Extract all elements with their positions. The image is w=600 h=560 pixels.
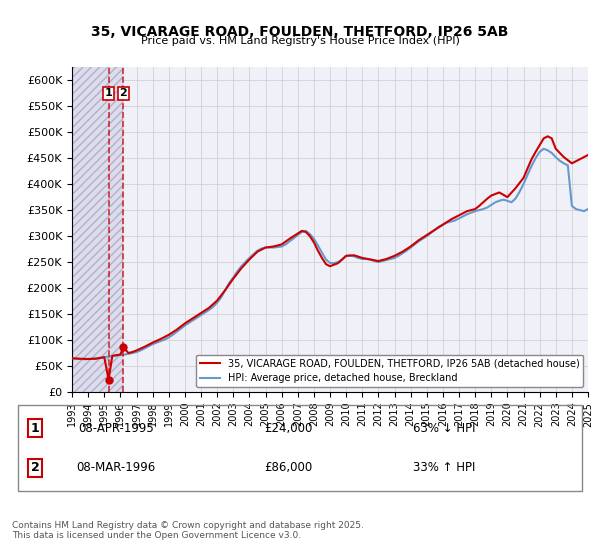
HPI: Average price, detached house, Breckland: (2.02e+03, 3.52e+05): Average price, detached house, Breckland… <box>479 206 487 212</box>
Text: 35, VICARAGE ROAD, FOULDEN, THETFORD, IP26 5AB: 35, VICARAGE ROAD, FOULDEN, THETFORD, IP… <box>91 25 509 39</box>
HPI: Average price, detached house, Breckland: (1.99e+03, 6.3e+04): Average price, detached house, Breckland… <box>80 356 88 363</box>
Bar <box>72 67 123 392</box>
35, VICARAGE ROAD, FOULDEN, THETFORD, IP26 5AB (detached house) <box>472 206 479 212</box>
Text: Price paid vs. HM Land Registry's House Price Index (HPI): Price paid vs. HM Land Registry's House … <box>140 36 460 46</box>
Text: 08-APR-1995: 08-APR-1995 <box>78 422 154 435</box>
Text: £86,000: £86,000 <box>265 461 313 474</box>
Text: 1: 1 <box>105 88 112 98</box>
Text: 1: 1 <box>31 422 40 435</box>
Text: 2: 2 <box>31 461 40 474</box>
35, VICARAGE ROAD, FOULDEN, THETFORD, IP26 5AB (detached house) <box>197 310 205 316</box>
35, VICARAGE ROAD, FOULDEN, THETFORD, IP26 5AB (detached house) <box>105 376 112 383</box>
Text: 33% ↑ HPI: 33% ↑ HPI <box>413 461 475 474</box>
Legend: 35, VICARAGE ROAD, FOULDEN, THETFORD, IP26 5AB (detached house), HPI: Average pr: 35, VICARAGE ROAD, FOULDEN, THETFORD, IP… <box>196 354 583 387</box>
35, VICARAGE ROAD, FOULDEN, THETFORD, IP26 5AB (detached house) <box>68 355 76 362</box>
Text: 2: 2 <box>119 88 127 98</box>
Text: 08-MAR-1996: 08-MAR-1996 <box>76 461 155 474</box>
35, VICARAGE ROAD, FOULDEN, THETFORD, IP26 5AB (detached house) <box>375 258 382 264</box>
Line: HPI: Average price, detached house, Breckland: HPI: Average price, detached house, Brec… <box>72 149 588 360</box>
HPI: Average price, detached house, Breckland: (1.99e+03, 6.6e+04): Average price, detached house, Breckland… <box>97 354 104 361</box>
35, VICARAGE ROAD, FOULDEN, THETFORD, IP26 5AB (detached house) <box>298 227 305 234</box>
35, VICARAGE ROAD, FOULDEN, THETFORD, IP26 5AB (detached house) <box>584 152 592 158</box>
HPI: Average price, detached house, Breckland: (2.01e+03, 2.52e+05): Average price, detached house, Breckland… <box>379 258 386 264</box>
35, VICARAGE ROAD, FOULDEN, THETFORD, IP26 5AB (detached house) <box>544 133 551 139</box>
Text: Contains HM Land Registry data © Crown copyright and database right 2025.
This d: Contains HM Land Registry data © Crown c… <box>12 521 364 540</box>
HPI: Average price, detached house, Breckland: (2.01e+03, 2.62e+05): Average price, detached house, Breckland… <box>343 253 350 259</box>
35, VICARAGE ROAD, FOULDEN, THETFORD, IP26 5AB (detached house) <box>294 230 301 237</box>
Text: £24,000: £24,000 <box>264 422 313 435</box>
Line: 35, VICARAGE ROAD, FOULDEN, THETFORD, IP26 5AB (detached house): 35, VICARAGE ROAD, FOULDEN, THETFORD, IP… <box>72 136 588 380</box>
HPI: Average price, detached house, Breckland: (1.99e+03, 6.5e+04): Average price, detached house, Breckland… <box>68 355 76 362</box>
Bar <box>72 67 123 392</box>
HPI: Average price, detached house, Breckland: (2.02e+03, 3.52e+05): Average price, detached house, Breckland… <box>584 206 592 212</box>
Text: 63% ↓ HPI: 63% ↓ HPI <box>413 422 475 435</box>
HPI: Average price, detached house, Breckland: (2.02e+03, 4.68e+05): Average price, detached house, Breckland… <box>540 146 547 152</box>
HPI: Average price, detached house, Breckland: (2.02e+03, 4.18e+05): Average price, detached house, Breckland… <box>524 171 531 178</box>
HPI: Average price, detached house, Breckland: (2e+03, 1.72e+05): Average price, detached house, Breckland… <box>214 299 221 306</box>
35, VICARAGE ROAD, FOULDEN, THETFORD, IP26 5AB (detached house) <box>214 297 221 304</box>
